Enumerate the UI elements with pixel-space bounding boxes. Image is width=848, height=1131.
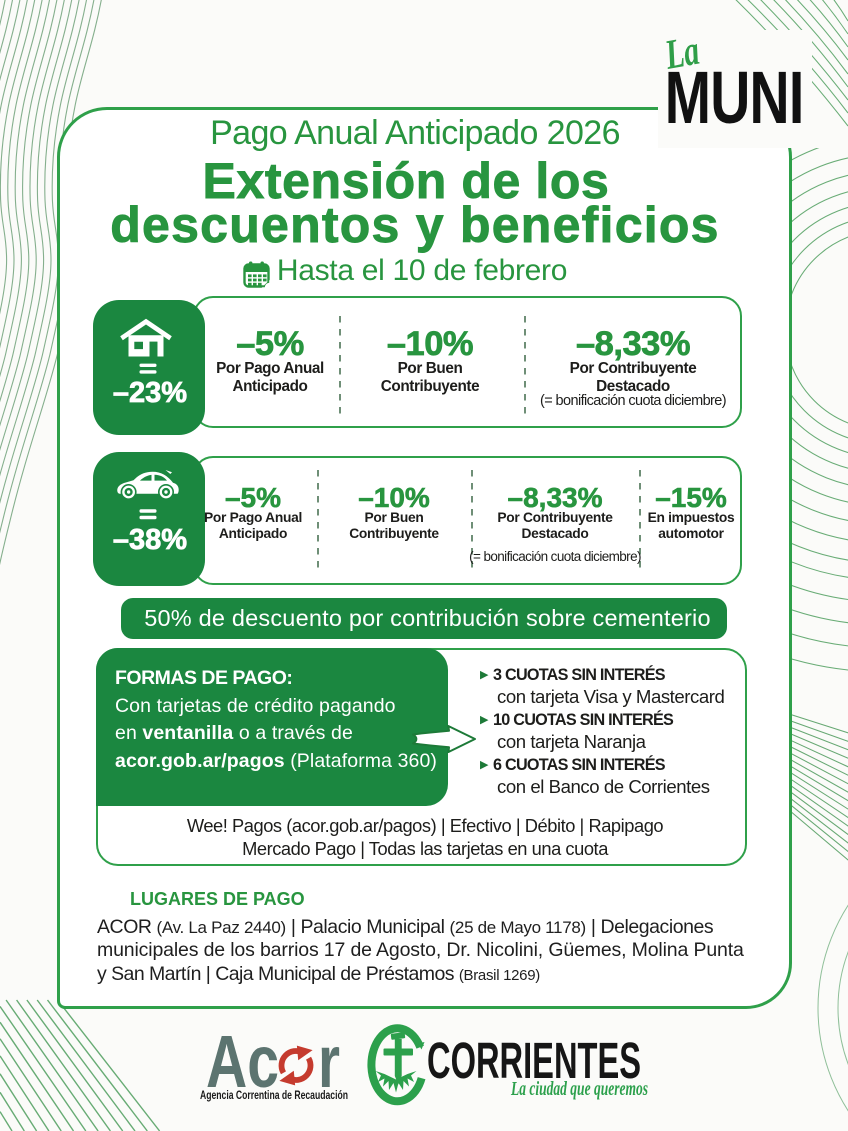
svg-text:MUNI: MUNI bbox=[665, 56, 804, 139]
svg-text:Agencia Correntina de Recaudac: Agencia Correntina de Recaudación bbox=[200, 1090, 348, 1102]
svg-text:Ac: Ac bbox=[206, 1025, 279, 1103]
svg-text:–38%: –38% bbox=[113, 524, 187, 556]
svg-text:–23%: –23% bbox=[113, 377, 187, 409]
svg-text:CORRIENTES: CORRIENTES bbox=[427, 1032, 641, 1089]
svg-text:La ciudad que queremos: La ciudad que queremos bbox=[510, 1078, 648, 1100]
svg-text:La: La bbox=[661, 26, 703, 78]
svg-text:r: r bbox=[318, 1025, 340, 1103]
